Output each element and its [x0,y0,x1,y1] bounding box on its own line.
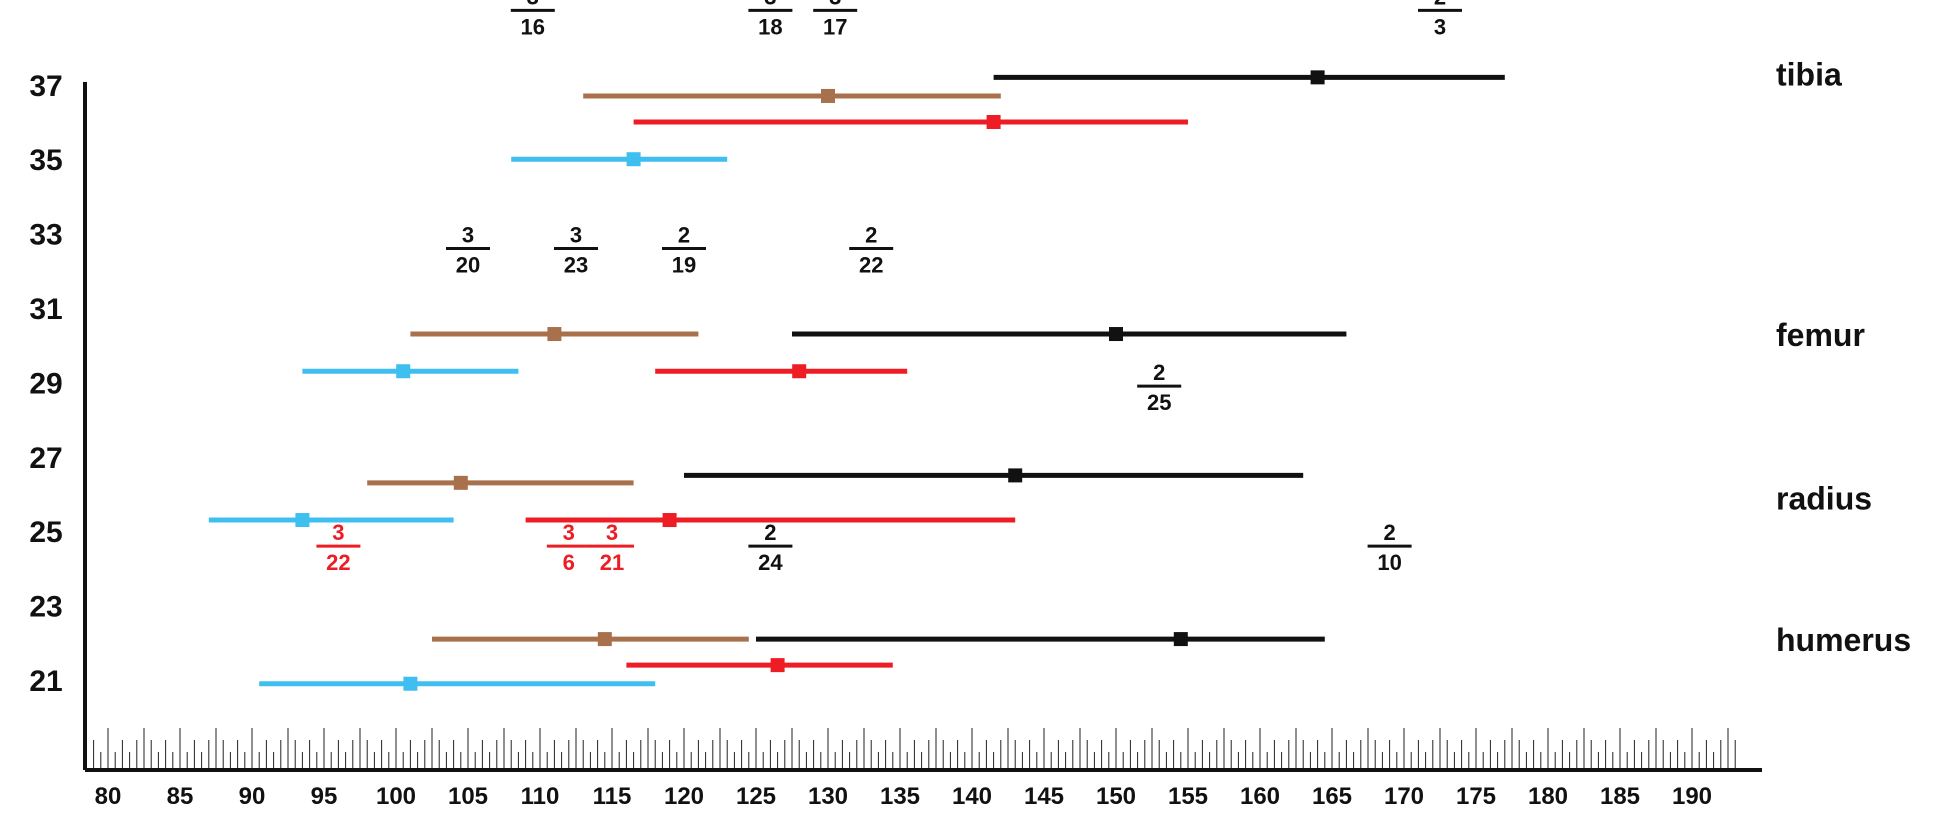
tibia-red-mean-marker [986,115,1001,129]
x-tick-label: 85 [167,783,194,810]
radius-brown-mean-marker [453,475,468,490]
x-tick-label: 170 [1384,783,1424,810]
y-tick-label: 21 [29,665,62,698]
bone-label-humerus: humerus [1776,622,1911,658]
femur-red-mean-marker [792,364,807,379]
x-tick-label: 90 [239,783,266,810]
fraction-denominator: 18 [758,14,782,39]
x-tick-label: 155 [1168,783,1208,810]
femur-black-mean-marker [1109,327,1123,342]
femur-brown-mean-marker [547,327,562,342]
fraction-numerator: 3 [563,520,575,545]
humerus-red-mean-marker [770,658,785,673]
y-tick-label: 35 [29,144,62,177]
y-axis: 37 35 33 31 29 27 25 23 21 [29,70,87,770]
x-tick-label: 190 [1672,783,1712,810]
fraction-numerator: 3 [764,0,776,9]
fraction-denominator: 22 [326,550,350,575]
humerus-black-mean-marker [1173,632,1188,647]
x-tick-label: 100 [376,783,416,810]
humerus-blue-mean-marker [403,676,418,691]
fraction-numerator: 2 [865,222,877,247]
fraction-numerator: 2 [1434,0,1446,9]
radius-black-mean-marker [1008,468,1023,483]
fraction-denominator: 3 [1434,14,1446,39]
bone-label-femur: femur [1776,317,1865,353]
bone-label-radius: radius [1776,481,1872,517]
radius-red-mean-marker [662,513,677,528]
ruler-axis [85,728,1762,772]
y-tick-label: 33 [29,219,62,252]
x-tick-label: 130 [808,783,848,810]
x-tick-label: 125 [736,783,776,810]
bone-labels: tibia femur radius humerus [1776,57,1911,658]
fraction-numerator: 2 [678,222,690,247]
tibia-black-mean-marker [1310,70,1325,85]
femur-blue-mean-marker [396,364,411,379]
y-tick-label: 23 [29,591,62,624]
x-tick-label: 145 [1024,783,1064,810]
fraction-denominator: 25 [1147,390,1171,415]
ruler-band [85,748,1762,770]
radius-blue-mean-marker [295,513,310,528]
fraction-numerator: 3 [829,0,841,9]
humerus-brown-mean-marker [597,632,612,647]
fraction-denominator: 19 [672,252,696,277]
tibia-blue-mean-marker [626,152,641,167]
fraction-denominator: 22 [859,252,883,277]
fraction-numerator: 3 [570,222,582,247]
x-tick-label: 180 [1528,783,1568,810]
y-tick-label: 31 [29,293,62,326]
fraction-numerator: 3 [332,520,344,545]
fraction-numerator: 2 [1383,520,1395,545]
fraction-denominator: 20 [456,252,480,277]
fraction-numerator: 3 [462,222,474,247]
x-tick-label: 95 [311,783,338,810]
y-tick-label: 37 [29,70,62,103]
x-tick-label: 140 [952,783,992,810]
x-tick-label: 110 [521,783,560,810]
fraction-denominator: 24 [758,550,783,575]
y-tick-label: 27 [29,442,62,475]
x-axis: 80 85 90 95 100 105 110 115 120 125 130 135 140 145 15… [95,783,1712,810]
fraction-numerator: 3 [606,520,618,545]
y-tick-label: 29 [29,367,62,400]
x-tick-label: 160 [1240,783,1280,810]
x-tick-label: 185 [1600,783,1640,810]
x-tick-label: 150 [1096,783,1136,810]
x-tick-label: 120 [664,783,704,810]
fraction-denominator: 16 [521,14,545,39]
fraction-annotations: 3163183172332032321922222532236321224210 [316,0,1462,575]
fraction-denominator: 6 [563,550,575,575]
bone-label-tibia: tibia [1776,57,1842,93]
fraction-denominator: 23 [564,252,588,277]
tibia-brown-mean-marker [821,88,835,103]
x-tick-label: 175 [1456,783,1496,810]
x-tick-label: 165 [1312,783,1352,810]
fraction-numerator: 2 [764,520,776,545]
y-tick-label: 25 [29,516,62,549]
fraction-numerator: 3 [527,0,539,9]
fraction-denominator: 21 [600,550,624,575]
fraction-denominator: 17 [823,14,847,39]
x-tick-label: 135 [880,783,920,810]
fraction-denominator: 10 [1377,550,1401,575]
x-tick-label: 80 [95,783,122,810]
x-tick-label: 115 [593,783,632,810]
fraction-numerator: 2 [1153,360,1165,385]
series-layer [208,70,1505,691]
x-tick-label: 105 [448,783,488,810]
